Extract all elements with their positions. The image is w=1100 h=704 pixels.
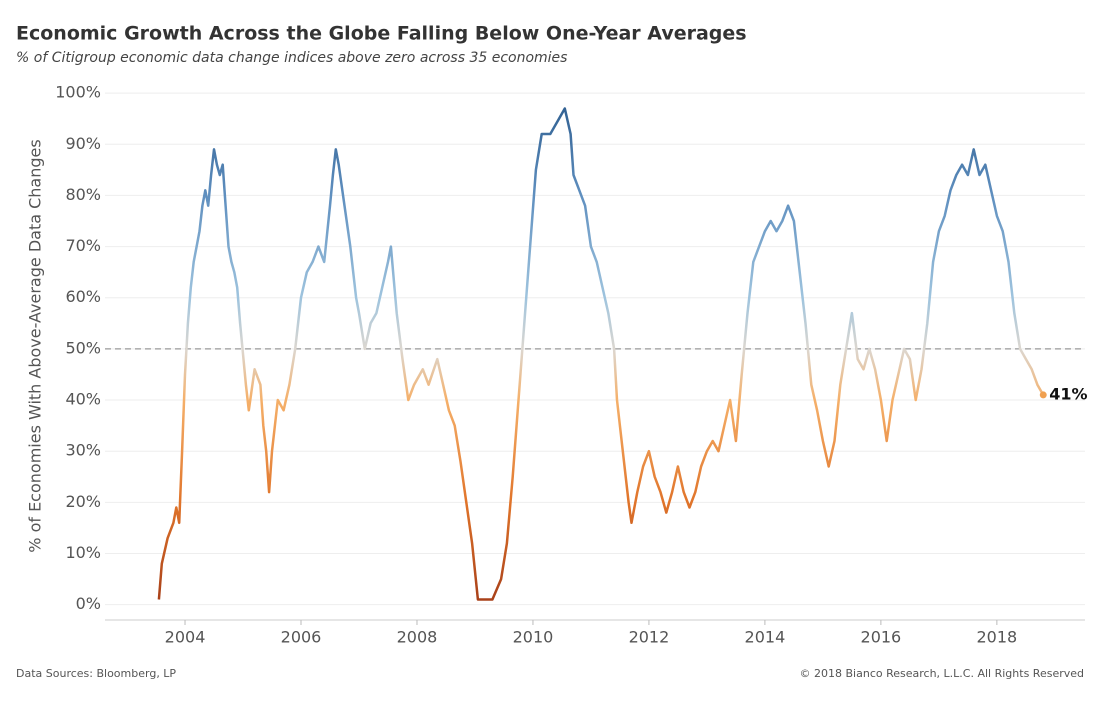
y-tick-label: 80% <box>65 185 101 204</box>
source-note: Data Sources: Bloomberg, LP <box>16 667 176 680</box>
x-tick-label: 2004 <box>165 628 206 647</box>
x-tick-label: 2006 <box>281 628 322 647</box>
chart-subtitle: % of Citigroup economic data change indi… <box>16 50 567 66</box>
x-tick-label: 2010 <box>513 628 554 647</box>
y-tick-label: 90% <box>65 134 101 153</box>
chart-title: Economic Growth Across the Globe Falling… <box>16 23 747 45</box>
end-point <box>1039 391 1047 399</box>
end-label: 41% <box>1049 384 1087 403</box>
y-axis-label: % of Economies With Above-Average Data C… <box>26 139 45 552</box>
y-tick-label: 100% <box>55 83 101 102</box>
y-tick-label: 30% <box>65 441 101 460</box>
x-tick-label: 2014 <box>745 628 786 647</box>
y-tick-label: 10% <box>65 543 101 562</box>
copyright-note: © 2018 Bianco Research, L.L.C. All Right… <box>800 667 1084 680</box>
x-tick-label: 2012 <box>629 628 670 647</box>
x-tick-label: 2008 <box>397 628 438 647</box>
data-line <box>157 107 1045 601</box>
y-tick-label: 50% <box>65 338 101 357</box>
y-tick-label: 60% <box>65 287 101 306</box>
y-tick-label: 70% <box>65 236 101 255</box>
y-tick-label: 0% <box>76 594 101 613</box>
x-tick-label: 2018 <box>976 628 1017 647</box>
y-tick-label: 40% <box>65 390 101 409</box>
x-tick-label: 2016 <box>861 628 902 647</box>
y-tick-label: 20% <box>65 492 101 511</box>
